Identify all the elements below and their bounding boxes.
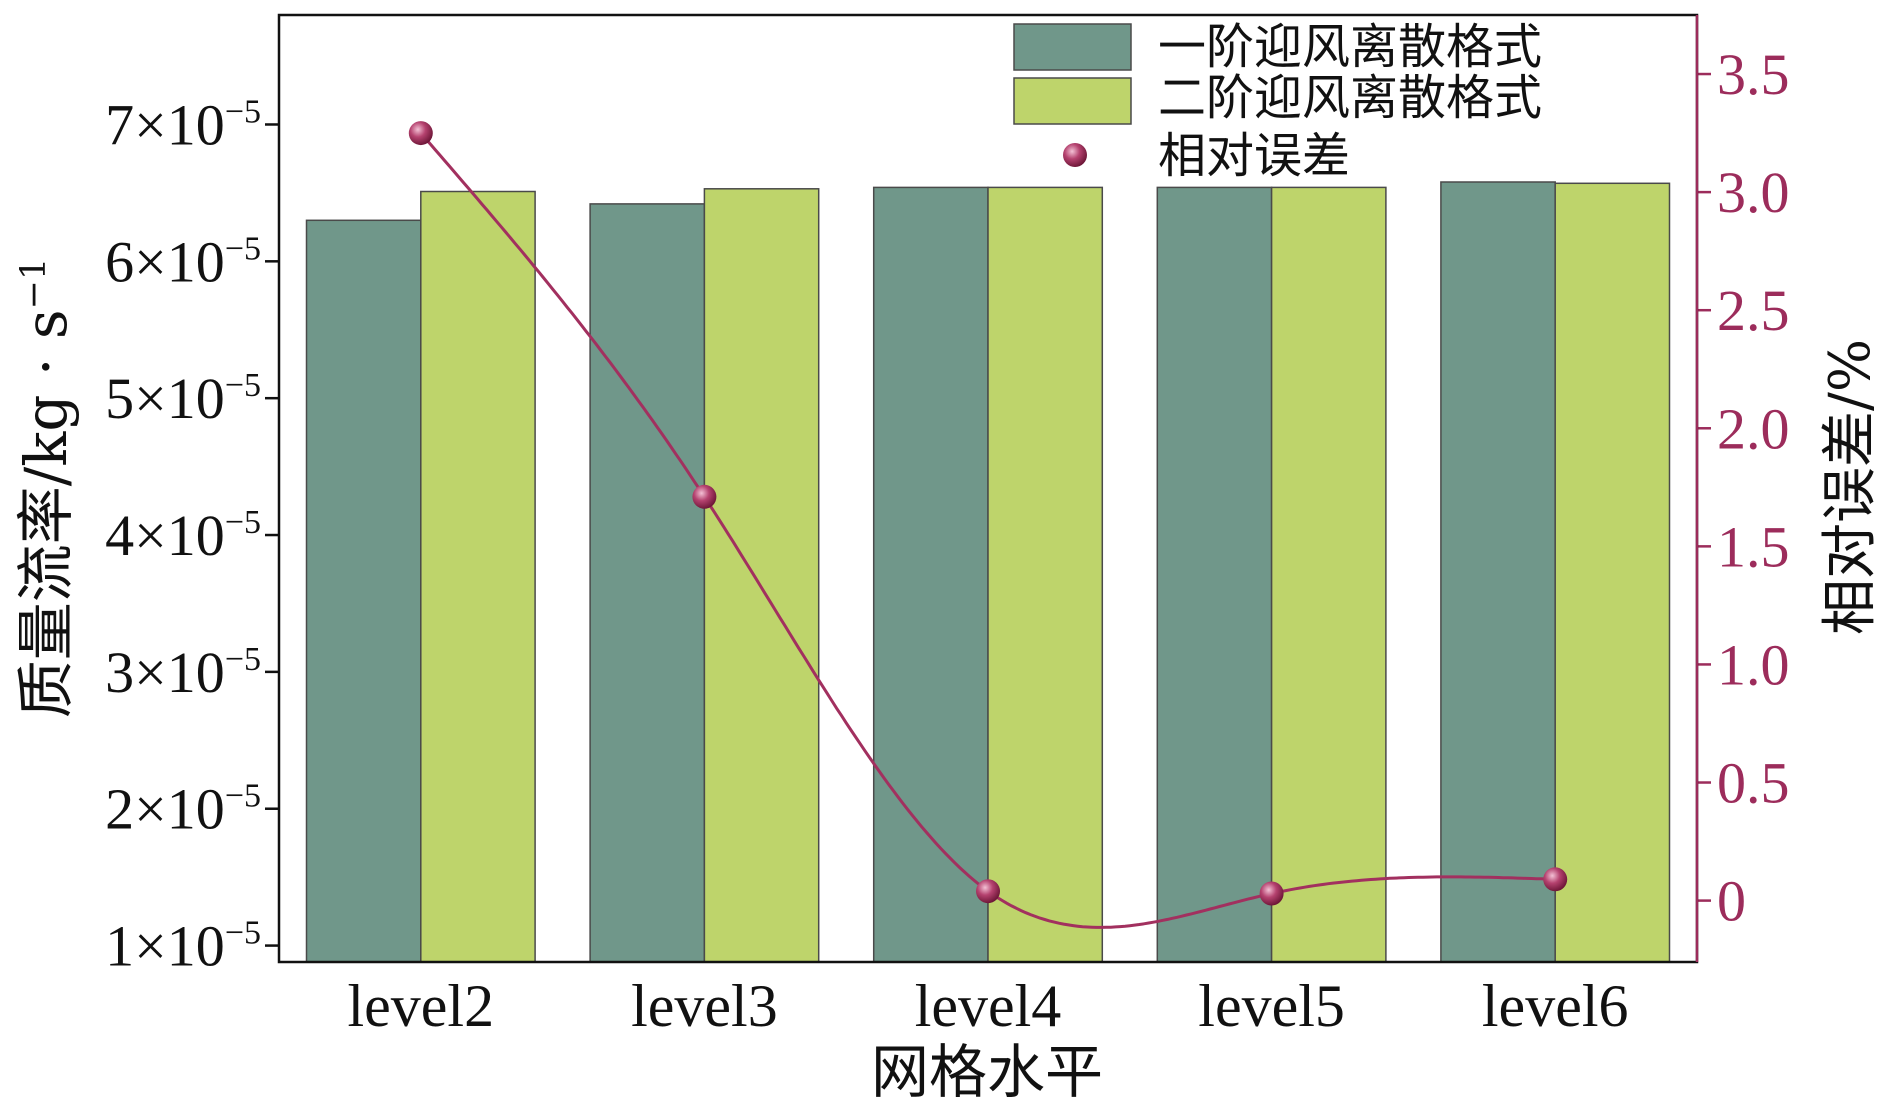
left-y-tick-mantissa: 3×10 <box>105 640 225 705</box>
legend-item-second-order: 二阶迎风离散格式 <box>1013 70 1542 126</box>
right-y-tick-label: 0 <box>1717 869 1746 934</box>
left-y-tick-mantissa: 5×10 <box>105 366 225 431</box>
left-y-tick-label: 6×10−5 <box>105 229 261 294</box>
relative-error-point-level6 <box>1543 867 1568 892</box>
right-y-tick-label: 2.0 <box>1717 396 1790 461</box>
bars-group <box>305 181 1671 963</box>
left-y-axis-ticks: 7×10−56×10−55×10−54×10−53×10−52×10−51×10… <box>105 93 279 979</box>
legend-item-first-order: 一阶迎风离散格式 <box>1013 19 1542 75</box>
legend-label-first-order: 一阶迎风离散格式 <box>1158 19 1542 75</box>
left-y-tick-label: 1×10−5 <box>105 914 261 979</box>
left-y-tick-label: 3×10−5 <box>105 640 261 705</box>
bar-first-order-level3 <box>589 203 706 963</box>
left-y-tick-mantissa: 4×10 <box>105 503 225 568</box>
x-tick-label-level4: level4 <box>915 973 1062 1039</box>
bar-second-order-level2 <box>420 190 536 963</box>
bar-first-order-level6 <box>1440 181 1556 963</box>
bar-first-order-level4 <box>872 186 989 963</box>
legend-marker-relative-error <box>1063 143 1087 167</box>
left-y-tick-exponent: −5 <box>225 915 261 952</box>
relative-error-point-level4 <box>976 879 1000 904</box>
right-y-tick-label: 1.5 <box>1717 514 1790 579</box>
left-y-tick-label: 7×10−5 <box>105 93 261 158</box>
left-y-tick-exponent: −5 <box>225 94 261 131</box>
left-y-tick-exponent: −5 <box>225 367 261 404</box>
left-y-axis-title: 质量流率/kg · s−1 <box>12 258 80 719</box>
left-y-tick-mantissa: 1×10 <box>105 914 225 979</box>
bar-second-order-level3 <box>703 188 820 963</box>
left-y-tick-mantissa: 2×10 <box>105 777 225 842</box>
bar-second-order-level6 <box>1554 182 1671 963</box>
left-y-tick-exponent: −5 <box>225 230 261 267</box>
right-y-tick-label: 3.0 <box>1717 160 1790 225</box>
legend-label-second-order: 二阶迎风离散格式 <box>1158 70 1542 126</box>
left-y-tick-exponent: −5 <box>225 778 261 815</box>
bar-second-order-level4 <box>987 186 1104 963</box>
legend-item-relative-error: 相对误差 <box>1063 128 1350 184</box>
relative-error-point-level2 <box>408 121 433 146</box>
left-y-axis-title-superscript: −1 <box>14 258 54 310</box>
left-y-tick-label: 2×10−5 <box>105 777 261 842</box>
left-y-tick-label: 4×10−5 <box>105 503 261 568</box>
bar-first-order-level5 <box>1156 186 1273 963</box>
x-axis-tick-labels: level2 level3 level4 level5 level6 <box>347 973 1628 1039</box>
legend-swatch-second-order <box>1013 77 1132 125</box>
left-y-tick-mantissa: 6×10 <box>105 229 225 294</box>
relative-error-point-level3 <box>692 484 717 509</box>
legend-swatch-first-order <box>1013 23 1132 71</box>
left-y-tick-exponent: −5 <box>225 641 261 678</box>
relative-error-point-level5 <box>1259 881 1284 906</box>
x-tick-label-level2: level2 <box>347 973 494 1039</box>
relative-error-points <box>408 121 1568 906</box>
left-y-tick-exponent: −5 <box>225 504 261 541</box>
x-axis-title: 网格水平 <box>871 1038 1103 1104</box>
x-tick-label-level3: level3 <box>631 973 778 1039</box>
bar-second-order-level5 <box>1270 186 1387 963</box>
left-y-tick-mantissa: 7×10 <box>105 93 225 158</box>
x-tick-label-level5: level5 <box>1198 973 1345 1039</box>
bar-first-order-level2 <box>305 219 422 963</box>
left-y-tick-label: 5×10−5 <box>105 366 261 431</box>
left-y-axis-title-text: 质量流率/kg · s <box>12 309 80 718</box>
legend: 一阶迎风离散格式 二阶迎风离散格式 相对误差 <box>1013 19 1542 184</box>
right-y-tick-label: 1.0 <box>1717 632 1790 697</box>
right-y-axis-title: 相对误差/% <box>1818 339 1883 635</box>
right-y-tick-label: 3.5 <box>1717 42 1790 107</box>
legend-label-relative-error: 相对误差 <box>1158 128 1350 184</box>
right-y-axis-ticks: 3.5 3.0 2.5 2.0 1.5 1.0 0.5 0 <box>1697 42 1790 934</box>
right-y-tick-label: 0.5 <box>1717 751 1790 816</box>
right-y-tick-label: 2.5 <box>1717 278 1790 343</box>
x-tick-label-level6: level6 <box>1482 973 1629 1039</box>
